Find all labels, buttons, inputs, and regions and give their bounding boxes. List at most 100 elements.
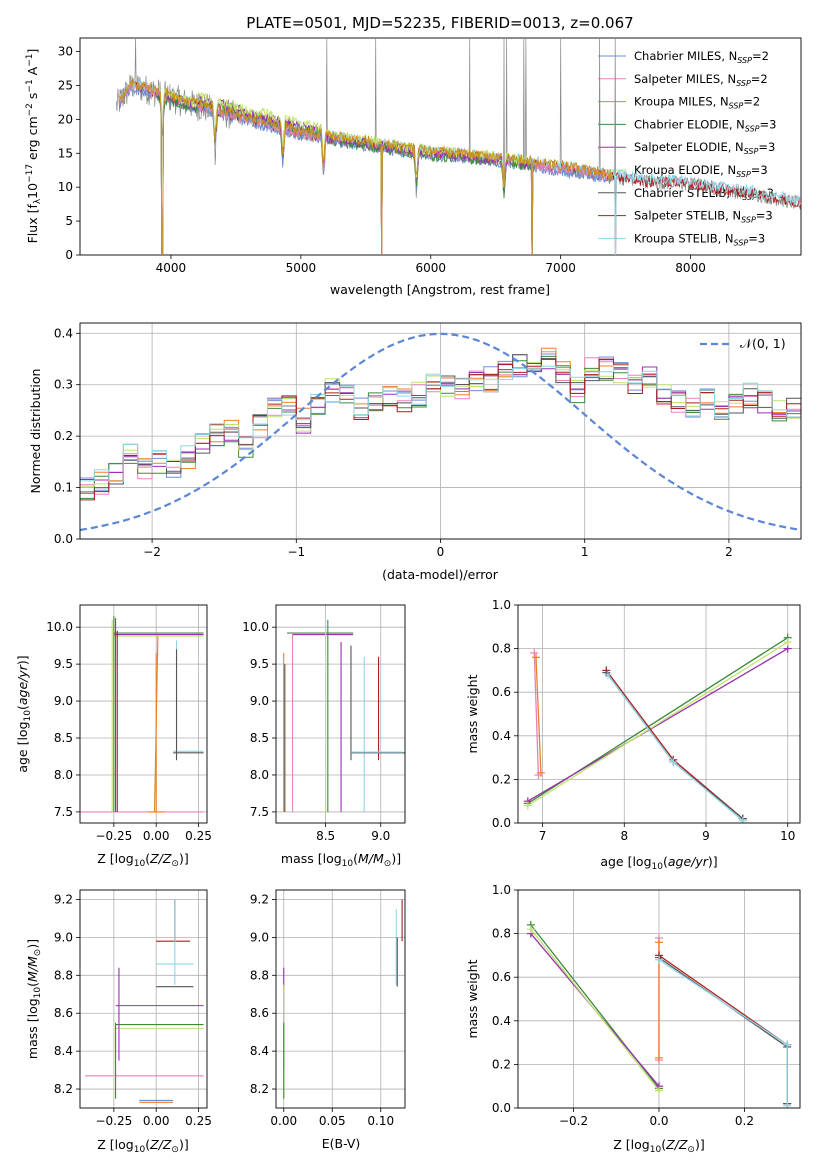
x-tick-label: 6000 bbox=[415, 261, 446, 275]
y-tick-label: 7.5 bbox=[250, 805, 269, 819]
legend-entry: 𝒩(0, 1) bbox=[740, 336, 786, 351]
panel-mass_vs_Z: −0.25 0.00 0.25 8.2 8.4 8.6 8.8 9.0 9.2 Z [log10(… bbox=[25, 890, 212, 1155]
y-tick-label: 0.2 bbox=[492, 772, 511, 786]
x-axis-label: (data-model)/error bbox=[382, 567, 499, 582]
y-tick-label: 0.8 bbox=[492, 642, 511, 656]
y-tick-label: 8.2 bbox=[54, 1082, 73, 1096]
figure: 4000 5000 6000 7000 8000051015202530waveleng… bbox=[0, 0, 819, 1170]
y-tick-label: 0.3 bbox=[54, 378, 73, 392]
plot-area bbox=[80, 616, 204, 812]
y-axis-label: mass weight bbox=[465, 959, 480, 1038]
weight-line-kroupa_elodie bbox=[528, 642, 788, 806]
weight-line-salpeter_stelib bbox=[659, 955, 787, 1103]
x-tick-label: 0.00 bbox=[143, 829, 170, 843]
y-tick-label: 0.0 bbox=[54, 532, 73, 546]
x-tick-label: 5000 bbox=[286, 261, 317, 275]
plot-area bbox=[284, 620, 405, 812]
y-tick-label: 30 bbox=[58, 45, 73, 59]
plot-area bbox=[524, 634, 792, 825]
axes-frame bbox=[80, 605, 207, 823]
plot-area bbox=[85, 899, 204, 1102]
y-tick-label: 10 bbox=[58, 180, 73, 194]
y-tick-label: 1.0 bbox=[492, 598, 511, 612]
y-tick-label: 0.0 bbox=[492, 1101, 511, 1115]
y-tick-label: 0.6 bbox=[492, 970, 511, 984]
x-tick-label: 0.00 bbox=[270, 1114, 297, 1128]
y-axis-label: mass weight bbox=[465, 674, 480, 753]
x-tick-label: 2 bbox=[725, 545, 733, 559]
panel-residuals: −2 −1 0 1 20.00.10.20.30.4(data-model)/error… bbox=[28, 323, 819, 582]
legend: Chabrier MILES, NSSP=2Salpeter MILES, NS… bbox=[598, 49, 776, 247]
y-tick-label: 8.2 bbox=[250, 1082, 269, 1096]
y-tick-label: 8.4 bbox=[54, 1044, 73, 1058]
y-tick-label: 8.6 bbox=[250, 1006, 269, 1020]
panel-weight_vs_age: 7 8 9 10 0.0 0.2 0.4 0.6 0.8 1.0 age [log10(age/yr… bbox=[465, 598, 800, 872]
y-tick-label: 0.0 bbox=[492, 816, 511, 830]
y-tick-label: 9.5 bbox=[54, 657, 73, 671]
x-tick-label: −0.25 bbox=[95, 829, 132, 843]
x-tick-label: −0.2 bbox=[559, 1114, 588, 1128]
x-tick-label: 0.10 bbox=[367, 1114, 394, 1128]
x-tick-label: −0.25 bbox=[95, 1114, 132, 1128]
y-tick-label: 8.5 bbox=[250, 731, 269, 745]
x-tick-label: 0.0 bbox=[649, 1114, 668, 1128]
y-tick-label: 9.0 bbox=[250, 694, 269, 708]
x-tick-label: 7000 bbox=[545, 261, 576, 275]
weight-line-salpeter_stelib bbox=[606, 670, 743, 818]
x-tick-label: 10 bbox=[780, 829, 795, 843]
x-tick-label: 9.0 bbox=[371, 829, 390, 843]
y-tick-label: 0.6 bbox=[492, 685, 511, 699]
y-tick-label: 8.6 bbox=[54, 1006, 73, 1020]
x-axis-label: wavelength [Angstrom, rest frame] bbox=[330, 282, 550, 297]
y-tick-label: 9.5 bbox=[250, 657, 269, 671]
x-tick-label: 0.25 bbox=[185, 829, 212, 843]
residual-hist-orange bbox=[80, 348, 819, 522]
legend-entry: Kroupa MILES, NSSP=2 bbox=[634, 95, 760, 111]
model-spectrum-chabrier_elodie bbox=[158, 93, 535, 268]
x-axis-label: E(B-V) bbox=[322, 1136, 361, 1151]
x-tick-label: 0.00 bbox=[143, 1114, 170, 1128]
y-tick-label: 10.0 bbox=[46, 620, 73, 634]
x-tick-label: 8 bbox=[620, 829, 628, 843]
model-spectrum-chabrier_miles bbox=[119, 85, 612, 268]
y-tick-label: 8.5 bbox=[54, 731, 73, 745]
x-tick-label: 4000 bbox=[156, 261, 187, 275]
panel-age_vs_Z: −0.25 0.00 0.25 7.5 8.0 8.5 9.0 9.5 10.0 Z [log10… bbox=[15, 605, 212, 869]
residual-hist-chabrier_miles bbox=[80, 354, 819, 534]
weight-line-salpeter_elodie bbox=[528, 649, 788, 802]
weight-line-kroupa_stelib bbox=[608, 675, 743, 821]
y-tick-label: 9.0 bbox=[54, 930, 73, 944]
y-tick-label: 0.2 bbox=[492, 1057, 511, 1071]
axes-frame bbox=[276, 605, 405, 823]
y-tick-label: 20 bbox=[58, 112, 73, 126]
x-tick-label: 0.25 bbox=[185, 1114, 212, 1128]
y-tick-label: 9.2 bbox=[54, 892, 73, 906]
axes-frame bbox=[276, 890, 405, 1108]
legend-entry: Chabrier ELODIE, NSSP=3 bbox=[634, 117, 776, 133]
y-tick-label: 0.4 bbox=[492, 729, 511, 743]
residual-hist-chabrier_stelib bbox=[80, 355, 819, 523]
model-spectrum-salpeter_elodie bbox=[158, 88, 535, 269]
panel-mass_vs_EBV: 0.00 0.05 0.108.28.48.68.89.09.2E(B-V) bbox=[250, 890, 405, 1151]
weight-line-kroupa_stelib bbox=[659, 960, 787, 1106]
weight-line-kroupa_elodie bbox=[531, 929, 659, 1090]
x-tick-label: −1 bbox=[287, 545, 305, 559]
y-tick-label: 0.4 bbox=[54, 326, 73, 340]
plot-area bbox=[80, 334, 819, 534]
plot-area bbox=[284, 899, 402, 1098]
x-axis-label: Z [log10(Z/Z⊙)] bbox=[97, 851, 188, 869]
y-tick-label: 25 bbox=[58, 78, 73, 92]
panel-age_vs_mass: 8.5 9.0 7.5 8.0 8.5 9.0 9.5 10.0 mass [log10(M/M… bbox=[242, 605, 405, 869]
y-tick-label: 15 bbox=[58, 146, 73, 160]
legend-entry: Salpeter MILES, NSSP=2 bbox=[634, 72, 768, 88]
y-tick-label: 8.0 bbox=[54, 768, 73, 782]
x-tick-label: 9 bbox=[702, 829, 710, 843]
x-tick-label: 7 bbox=[539, 829, 547, 843]
legend-entry: Kroupa STELIB, NSSP=3 bbox=[634, 231, 765, 247]
x-tick-label: −2 bbox=[143, 545, 161, 559]
chart-title: PLATE=0501, MJD=52235, FIBERID=0013, z=0… bbox=[246, 14, 633, 32]
y-tick-label: 8.0 bbox=[250, 768, 269, 782]
x-tick-label: 1 bbox=[581, 545, 589, 559]
x-tick-label: 8000 bbox=[675, 261, 706, 275]
y-tick-label: 9.2 bbox=[250, 892, 269, 906]
